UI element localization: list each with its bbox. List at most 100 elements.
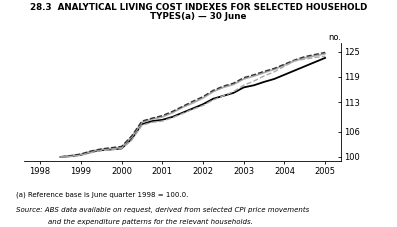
Employee households	[292, 69, 297, 72]
Other government transfer recipient households	[241, 76, 246, 79]
Employee households	[282, 73, 287, 76]
Age-pensioner households	[99, 148, 104, 151]
Self-funded retiree households	[323, 55, 328, 58]
Age-pensioner households	[231, 83, 236, 86]
Employee households	[129, 138, 134, 140]
Age-pensioner households	[160, 116, 165, 118]
Other government transfer recipient households	[119, 145, 124, 148]
Other government transfer recipient households	[68, 154, 73, 157]
Age-pensioner households	[119, 146, 124, 149]
Self-funded retiree households	[139, 124, 144, 127]
Other government transfer recipient households	[170, 110, 175, 113]
Other government transfer recipient households	[292, 59, 297, 61]
Employee households	[231, 91, 236, 94]
Age-pensioner households	[191, 102, 195, 104]
Age-pensioner households	[79, 153, 83, 156]
Self-funded retiree households	[200, 104, 205, 107]
Age-pensioner households	[109, 147, 114, 150]
Text: and the expenditure patterns for the relevant households.: and the expenditure patterns for the rel…	[48, 219, 252, 225]
Employee households	[119, 147, 124, 150]
Employee households	[211, 97, 216, 100]
Other government transfer recipient households	[221, 85, 226, 87]
Age-pensioner households	[221, 86, 226, 89]
Employee households	[262, 81, 266, 83]
Self-funded retiree households	[79, 154, 83, 157]
Age-pensioner households	[170, 111, 175, 114]
Self-funded retiree households	[211, 99, 216, 101]
Age-pensioner households	[139, 121, 144, 124]
Self-funded retiree households	[89, 151, 93, 154]
Employee households	[150, 120, 154, 123]
Age-pensioner households	[292, 59, 297, 62]
Employee households	[221, 94, 226, 97]
Other government transfer recipient households	[150, 117, 154, 120]
Self-funded retiree households	[180, 112, 185, 115]
Employee households	[272, 78, 277, 80]
Employee households	[99, 149, 104, 152]
Employee households	[68, 155, 73, 158]
Self-funded retiree households	[109, 148, 114, 151]
Age-pensioner households	[262, 71, 266, 74]
Text: TYPES(a) — 30 June: TYPES(a) — 30 June	[150, 12, 247, 22]
Other government transfer recipient households	[251, 73, 256, 76]
Age-pensioner households	[272, 68, 277, 71]
Employee households	[251, 84, 256, 87]
Self-funded retiree households	[292, 59, 297, 62]
Other government transfer recipient households	[109, 146, 114, 149]
Self-funded retiree households	[160, 120, 165, 123]
Self-funded retiree households	[312, 56, 317, 59]
Employee households	[200, 103, 205, 106]
Self-funded retiree households	[68, 155, 73, 158]
Other government transfer recipient households	[99, 148, 104, 150]
Self-funded retiree households	[303, 58, 307, 61]
Employee households	[58, 155, 63, 158]
Other government transfer recipient households	[180, 105, 185, 108]
Text: 28.3  ANALYTICAL LIVING COST INDEXES FOR SELECTED HOUSEHOLD: 28.3 ANALYTICAL LIVING COST INDEXES FOR …	[30, 3, 367, 12]
Self-funded retiree households	[191, 108, 195, 111]
Employee households	[89, 151, 93, 153]
Employee households	[241, 86, 246, 89]
Other government transfer recipient households	[191, 100, 195, 103]
Age-pensioner households	[323, 52, 328, 55]
Other government transfer recipient households	[312, 53, 317, 56]
Self-funded retiree households	[282, 65, 287, 68]
Age-pensioner households	[150, 118, 154, 120]
Other government transfer recipient households	[262, 70, 266, 73]
Line: Age-pensioner households: Age-pensioner households	[60, 54, 325, 157]
Other government transfer recipient households	[200, 95, 205, 98]
Age-pensioner households	[68, 154, 73, 157]
Employee households	[303, 65, 307, 68]
Self-funded retiree households	[99, 149, 104, 152]
Self-funded retiree households	[241, 84, 246, 87]
Age-pensioner households	[180, 106, 185, 109]
Other government transfer recipient households	[79, 153, 83, 155]
Employee households	[191, 107, 195, 110]
Age-pensioner households	[312, 54, 317, 57]
Other government transfer recipient households	[139, 120, 144, 123]
Employee households	[109, 148, 114, 151]
Self-funded retiree households	[119, 147, 124, 150]
Other government transfer recipient households	[323, 51, 328, 54]
Age-pensioner households	[251, 75, 256, 77]
Self-funded retiree households	[58, 155, 63, 158]
Line: Self-funded retiree households: Self-funded retiree households	[60, 56, 325, 157]
Employee households	[160, 118, 165, 121]
Age-pensioner households	[89, 150, 93, 153]
Age-pensioner households	[241, 78, 246, 80]
Self-funded retiree households	[221, 94, 226, 97]
Age-pensioner households	[200, 96, 205, 99]
Age-pensioner households	[129, 135, 134, 138]
Other government transfer recipient households	[129, 135, 134, 137]
Employee households	[139, 123, 144, 126]
Other government transfer recipient households	[303, 55, 307, 58]
Other government transfer recipient households	[211, 89, 216, 92]
Line: Employee households: Employee households	[60, 58, 325, 157]
Other government transfer recipient households	[160, 114, 165, 117]
Other government transfer recipient households	[89, 150, 93, 152]
Self-funded retiree households	[129, 139, 134, 141]
Text: Source: ABS data available on request, derived from selected CPI price movements: Source: ABS data available on request, d…	[16, 207, 309, 213]
Other government transfer recipient households	[58, 155, 63, 158]
Self-funded retiree households	[251, 80, 256, 82]
Employee households	[79, 153, 83, 156]
Line: Other government transfer recipient households: Other government transfer recipient hous…	[60, 52, 325, 157]
